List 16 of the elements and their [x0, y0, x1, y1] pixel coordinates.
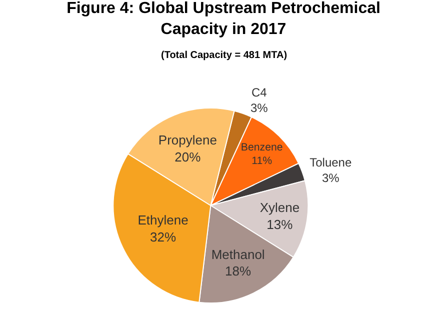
chart-title: Figure 4: Global Upstream Petrochemical Capacity in 2017	[66, 0, 380, 38]
slice-label: Propylene	[158, 132, 217, 148]
data-label: 3%	[322, 170, 340, 185]
slice-label: Ethylene	[138, 212, 188, 228]
slice-label: C4	[251, 86, 268, 100]
data-label: 11%	[252, 155, 273, 168]
slice-label: Benzene	[240, 141, 283, 154]
slice-label: Methanol	[211, 246, 265, 262]
data-label: 13%	[266, 216, 294, 232]
slice-label: Xylene	[260, 200, 300, 215]
data-label: 3%	[250, 101, 268, 116]
data-label: 18%	[225, 264, 252, 279]
data-label: 32%	[150, 229, 176, 244]
chart-subtitle: (Total Capacity = 481 MTA)	[161, 50, 288, 61]
data-label: 20%	[174, 150, 202, 165]
slice-label: Toluene	[310, 155, 352, 170]
